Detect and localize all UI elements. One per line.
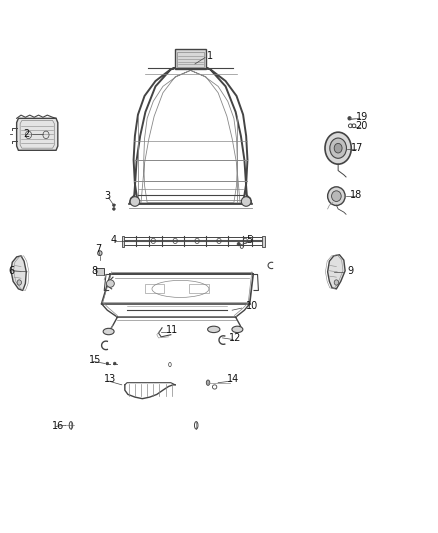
Text: 7: 7 xyxy=(95,245,102,254)
Text: 10: 10 xyxy=(246,302,258,311)
Ellipse shape xyxy=(237,243,240,246)
Bar xyxy=(189,284,209,293)
Text: 18: 18 xyxy=(350,190,363,199)
Text: 2: 2 xyxy=(23,130,29,139)
Ellipse shape xyxy=(332,191,341,201)
Text: 8: 8 xyxy=(91,266,97,276)
Bar xyxy=(177,52,204,67)
Ellipse shape xyxy=(113,208,115,211)
Text: 13: 13 xyxy=(104,375,117,384)
Ellipse shape xyxy=(334,143,342,153)
Text: 12: 12 xyxy=(229,334,241,343)
Text: 15: 15 xyxy=(88,355,101,365)
Bar xyxy=(96,268,104,275)
Text: 17: 17 xyxy=(351,143,364,153)
Bar xyxy=(175,49,206,69)
Ellipse shape xyxy=(98,251,102,256)
Ellipse shape xyxy=(334,280,339,285)
Bar xyxy=(262,236,265,247)
Ellipse shape xyxy=(206,380,210,385)
Ellipse shape xyxy=(17,280,21,285)
Text: 5: 5 xyxy=(246,235,252,245)
Polygon shape xyxy=(17,118,58,150)
Ellipse shape xyxy=(103,328,114,335)
Ellipse shape xyxy=(106,362,109,365)
Text: 4: 4 xyxy=(110,235,117,245)
Polygon shape xyxy=(11,256,26,290)
Ellipse shape xyxy=(130,197,140,206)
Text: 9: 9 xyxy=(347,266,353,276)
Text: 16: 16 xyxy=(52,422,64,431)
Text: 3: 3 xyxy=(104,191,110,201)
Ellipse shape xyxy=(348,117,351,120)
Ellipse shape xyxy=(113,204,115,206)
Ellipse shape xyxy=(330,138,346,158)
Text: 1: 1 xyxy=(207,51,213,61)
Text: 11: 11 xyxy=(166,326,178,335)
Polygon shape xyxy=(328,255,345,289)
Ellipse shape xyxy=(325,132,351,164)
Ellipse shape xyxy=(241,197,251,206)
Ellipse shape xyxy=(113,362,116,365)
Text: 19: 19 xyxy=(356,112,368,122)
Bar xyxy=(122,236,124,247)
Bar xyxy=(145,284,164,293)
Ellipse shape xyxy=(208,326,220,333)
Ellipse shape xyxy=(106,280,114,287)
Text: 14: 14 xyxy=(227,375,239,384)
Text: 20: 20 xyxy=(356,121,368,131)
Text: 6: 6 xyxy=(8,266,14,276)
Ellipse shape xyxy=(328,187,345,205)
Ellipse shape xyxy=(232,326,243,333)
